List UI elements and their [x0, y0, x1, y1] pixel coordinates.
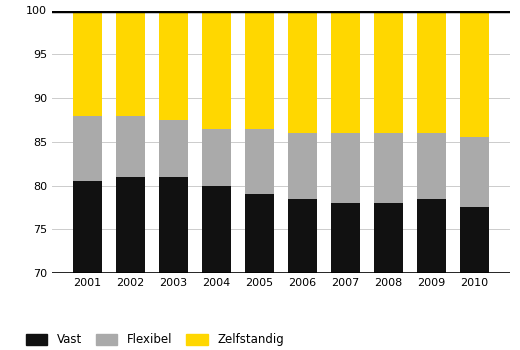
Bar	[245, 10, 274, 129]
Bar	[159, 120, 188, 177]
Bar	[159, 10, 188, 120]
Bar	[245, 194, 274, 273]
Bar	[331, 133, 360, 203]
Bar	[159, 177, 188, 273]
Bar	[460, 207, 489, 273]
Bar	[374, 203, 403, 273]
Bar	[288, 133, 317, 199]
Bar	[73, 10, 102, 116]
Bar	[417, 10, 446, 133]
Bar	[288, 199, 317, 273]
Bar	[245, 129, 274, 194]
Bar	[417, 199, 446, 273]
Bar	[288, 10, 317, 133]
Bar	[374, 133, 403, 203]
Bar	[331, 203, 360, 273]
Bar	[202, 129, 231, 186]
Bar	[331, 10, 360, 133]
Bar	[460, 10, 489, 137]
Bar	[73, 181, 102, 273]
Bar	[202, 10, 231, 129]
Bar	[116, 10, 145, 116]
Bar	[73, 116, 102, 181]
Bar	[116, 177, 145, 273]
Bar	[460, 137, 489, 207]
Bar	[202, 186, 231, 273]
Bar	[116, 116, 145, 177]
Bar	[374, 10, 403, 133]
Legend: Vast, Flexibel, Zelfstandig: Vast, Flexibel, Zelfstandig	[21, 329, 289, 350]
Bar	[417, 133, 446, 199]
